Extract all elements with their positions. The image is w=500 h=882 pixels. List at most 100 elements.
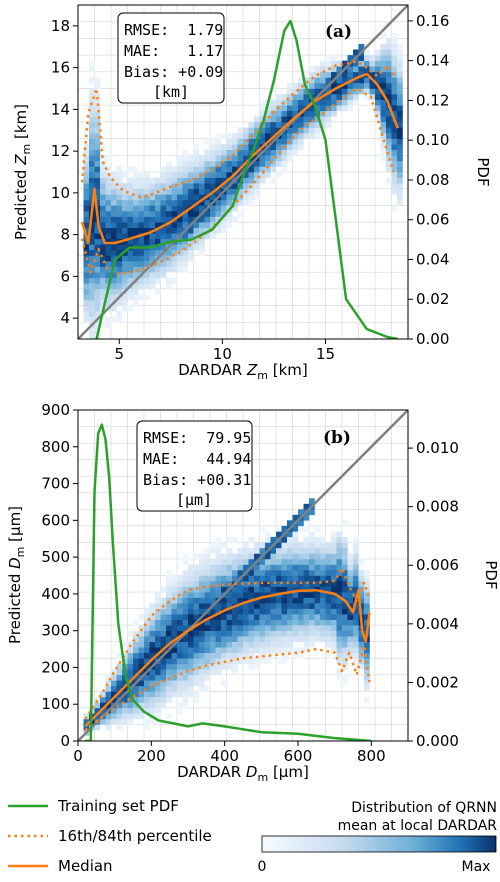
y-tick-label-b: 700 bbox=[41, 475, 70, 493]
heatmap-cell-b bbox=[254, 608, 260, 615]
heatmap-cell-b bbox=[193, 614, 200, 620]
heatmap-cell-b bbox=[182, 663, 189, 670]
heatmap-cell-a bbox=[287, 99, 293, 106]
heatmap-cell-a bbox=[188, 183, 194, 189]
heatmap-cell-b bbox=[320, 625, 326, 631]
heatmap-cell-a bbox=[364, 88, 370, 95]
heatmap-cell-a bbox=[397, 183, 403, 189]
heatmap-cell-b bbox=[226, 614, 233, 620]
heatmap-cell-b bbox=[303, 525, 310, 532]
heatmap-cell-a bbox=[100, 294, 106, 301]
heatmap-cell-b bbox=[210, 575, 216, 582]
heatmap-cell-a bbox=[144, 205, 150, 212]
heatmap-cell-a bbox=[116, 188, 123, 195]
heatmap-cell-b bbox=[353, 558, 359, 565]
heatmap-cell-b bbox=[138, 702, 145, 709]
heatmap-cell-b bbox=[188, 581, 194, 587]
heatmap-cell-a bbox=[331, 60, 337, 67]
y2-tick-label-a: 0.00 bbox=[416, 330, 449, 348]
heatmap-cell-b bbox=[292, 542, 299, 549]
heatmap-cell-b bbox=[193, 652, 200, 659]
heatmap-cell-a bbox=[116, 266, 123, 273]
heatmap-cell-b bbox=[210, 592, 216, 598]
heatmap-cell-b bbox=[144, 707, 150, 714]
heatmap-cell-a bbox=[193, 144, 200, 151]
heatmap-cell-a bbox=[353, 60, 359, 67]
heatmap-cell-b bbox=[193, 680, 200, 687]
heatmap-cell-b bbox=[122, 641, 128, 648]
heatmap-cell-b bbox=[347, 592, 354, 598]
heatmap-cell-b bbox=[166, 608, 172, 615]
heatmap-cell-a bbox=[83, 288, 90, 295]
heatmap-cell-b bbox=[188, 647, 194, 654]
heatmap-cell-a bbox=[309, 66, 315, 73]
heatmap-cell-a bbox=[83, 294, 90, 301]
heatmap-cell-a bbox=[133, 183, 139, 189]
heatmap-cell-b bbox=[331, 581, 337, 587]
heatmap-cell-a bbox=[309, 133, 315, 139]
heatmap-cell-a bbox=[138, 194, 145, 201]
heatmap-cell-a bbox=[133, 238, 139, 245]
heatmap-cell-a bbox=[122, 222, 128, 228]
heatmap-cell-a bbox=[215, 188, 222, 195]
identity-line-a bbox=[78, 5, 408, 339]
heatmap-cell-a bbox=[287, 149, 293, 156]
heatmap-cell-b bbox=[133, 619, 139, 626]
heatmap-cell-a bbox=[149, 216, 156, 223]
heatmap-cell-a bbox=[237, 199, 244, 206]
heatmap-cell-b bbox=[171, 608, 178, 615]
heatmap-cell-a bbox=[397, 121, 403, 128]
heatmap-cell-b bbox=[314, 597, 321, 604]
heatmap-cell-a bbox=[221, 222, 227, 228]
heatmap-cell-b bbox=[144, 647, 150, 654]
heatmap-cell-b bbox=[309, 498, 315, 505]
heatmap-cell-a bbox=[89, 222, 95, 228]
heatmap-cell-a bbox=[270, 121, 277, 128]
heatmap-cell-a bbox=[149, 233, 156, 240]
heatmap-cell-b bbox=[325, 575, 332, 582]
heatmap-cell-b bbox=[353, 636, 359, 642]
identity-line-b bbox=[78, 410, 408, 741]
heatmap-cell-b bbox=[237, 564, 244, 571]
heatmap-cell-b bbox=[270, 630, 277, 637]
heatmap-cell-b bbox=[292, 630, 299, 637]
heatmap-cell-b bbox=[177, 685, 183, 692]
heatmap-cell-a bbox=[182, 149, 189, 156]
heatmap-cell-b bbox=[221, 603, 227, 609]
heatmap-cell-a bbox=[287, 127, 293, 134]
heatmap-cell-a bbox=[265, 149, 271, 156]
heatmap-cell-b bbox=[276, 569, 282, 576]
heatmap-cell-b bbox=[210, 663, 216, 670]
heatmap-cell-a bbox=[122, 172, 128, 178]
heatmap-cell-a bbox=[127, 216, 134, 223]
heatmap-cell-b bbox=[281, 547, 288, 554]
heatmap-cell-a bbox=[270, 105, 277, 112]
heatmap-cell-a bbox=[199, 194, 205, 201]
heatmap-cell-a bbox=[116, 311, 123, 318]
heatmap-cell-b bbox=[166, 592, 172, 598]
heatmap-cell-b bbox=[248, 658, 255, 665]
heatmap-cell-b bbox=[331, 625, 337, 631]
heatmap-cell-b bbox=[210, 586, 216, 593]
x-tick-label-a: 10 bbox=[213, 345, 232, 363]
heatmap-cell-b bbox=[314, 575, 321, 582]
heatmap-cell-a bbox=[259, 160, 266, 167]
heatmap-cell-a bbox=[369, 94, 376, 100]
heatmap-cell-a bbox=[276, 172, 282, 178]
heatmap-cell-a bbox=[111, 205, 117, 212]
heatmap-cell-a bbox=[155, 210, 161, 217]
heatmap-cell-a bbox=[83, 149, 90, 156]
heatmap-cell-b bbox=[204, 603, 211, 609]
heatmap-cell-a bbox=[397, 66, 403, 73]
heatmap-cell-a bbox=[160, 199, 167, 206]
heatmap-cell-b bbox=[138, 685, 145, 692]
heatmap-cell-b bbox=[287, 614, 293, 620]
heatmap-cell-b bbox=[298, 558, 304, 565]
heatmap-cell-b bbox=[149, 603, 156, 609]
heatmap-cell-a bbox=[133, 166, 139, 173]
heatmap-cell-b bbox=[265, 569, 271, 576]
heatmap-cell-a bbox=[309, 121, 315, 128]
heatmap-cell-b bbox=[160, 608, 167, 615]
heatmap-cell-b bbox=[111, 669, 117, 676]
heatmap-cell-a bbox=[127, 166, 134, 173]
